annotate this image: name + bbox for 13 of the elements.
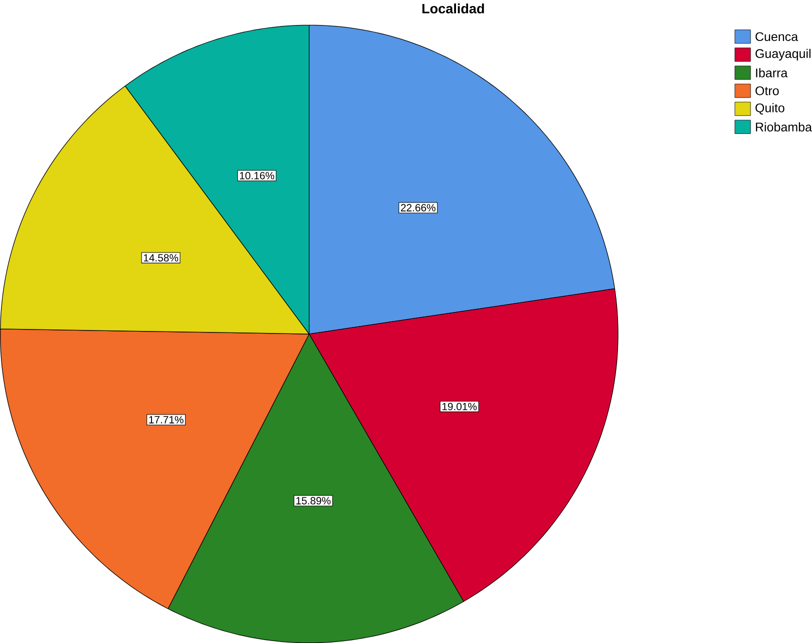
data-label: 17.71%	[149, 416, 184, 424]
chart-title: Localidad	[422, 3, 484, 14]
data-label: 22.66%	[400, 204, 436, 212]
legend-label: Riobamba	[756, 122, 812, 132]
data-label: 19.01%	[442, 402, 477, 410]
data-label: 15.89%	[296, 496, 331, 504]
legend-label: Cuenca	[756, 32, 798, 41]
legend-label: Quito	[756, 103, 784, 114]
legend-label: Ibarra	[756, 68, 788, 78]
data-label: 10.16%	[240, 172, 274, 180]
data-label: 14.58%	[144, 254, 178, 262]
legend-label: Guayaquil	[756, 48, 810, 60]
legend-label: Otro	[756, 86, 779, 96]
